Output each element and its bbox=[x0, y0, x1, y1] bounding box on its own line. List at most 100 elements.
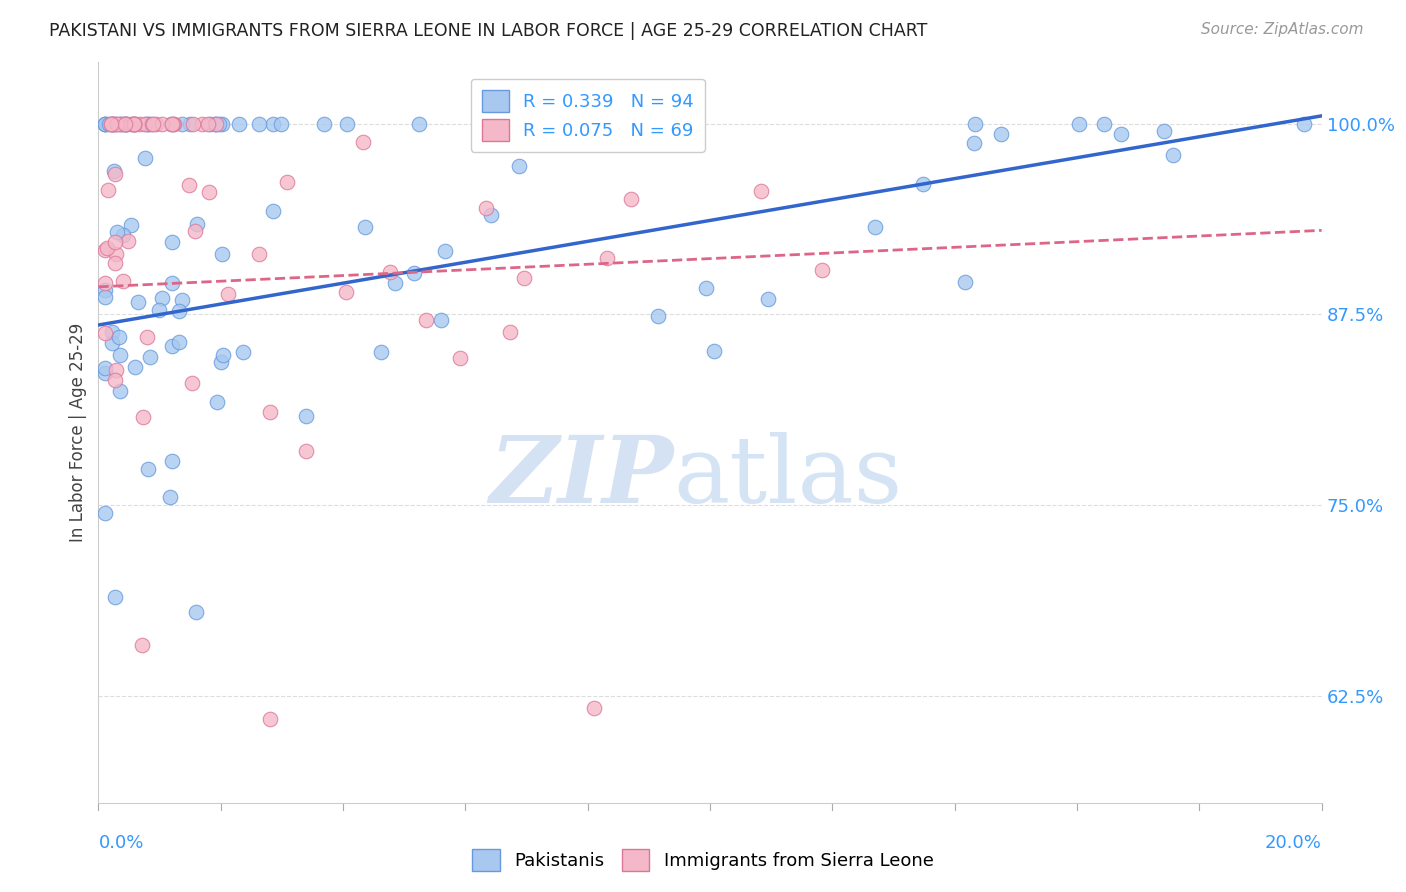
Point bbox=[167, 303, 190, 318]
Point bbox=[167, 334, 190, 349]
Point bbox=[104, 167, 127, 181]
Point bbox=[508, 159, 530, 173]
Point bbox=[513, 271, 536, 285]
Point bbox=[209, 355, 232, 369]
Point bbox=[111, 116, 134, 130]
Point bbox=[112, 227, 135, 242]
Point bbox=[295, 409, 318, 423]
Point bbox=[115, 116, 138, 130]
Point bbox=[100, 116, 122, 130]
Point bbox=[104, 235, 127, 249]
Point bbox=[136, 462, 159, 476]
Point bbox=[191, 116, 214, 130]
Point bbox=[295, 444, 318, 458]
Point bbox=[93, 116, 115, 130]
Y-axis label: In Labor Force | Age 25-29: In Labor Force | Age 25-29 bbox=[69, 323, 87, 542]
Point bbox=[136, 116, 159, 130]
Point bbox=[475, 202, 498, 216]
Point bbox=[121, 116, 143, 130]
Point bbox=[131, 639, 153, 653]
Point bbox=[186, 217, 208, 231]
Point bbox=[101, 325, 124, 339]
Point bbox=[148, 302, 170, 317]
Point bbox=[124, 116, 146, 130]
Point bbox=[162, 116, 184, 130]
Point bbox=[434, 244, 457, 259]
Point bbox=[262, 116, 284, 130]
Point bbox=[354, 220, 377, 235]
Point bbox=[620, 192, 643, 206]
Point bbox=[228, 116, 250, 130]
Point bbox=[160, 116, 183, 130]
Point bbox=[108, 348, 131, 362]
Point bbox=[104, 374, 127, 388]
Point bbox=[108, 330, 131, 344]
Point bbox=[160, 116, 183, 130]
Point bbox=[96, 241, 118, 255]
Point bbox=[336, 116, 359, 130]
Point bbox=[180, 376, 202, 390]
Point bbox=[127, 294, 149, 309]
Point bbox=[449, 351, 471, 365]
Point bbox=[170, 116, 193, 130]
Point bbox=[953, 275, 976, 289]
Point bbox=[647, 309, 669, 323]
Point bbox=[263, 204, 285, 219]
Point bbox=[104, 255, 127, 269]
Point bbox=[162, 235, 184, 249]
Point bbox=[129, 116, 152, 130]
Point bbox=[101, 116, 124, 130]
Point bbox=[159, 491, 181, 505]
Point bbox=[117, 234, 139, 248]
Point bbox=[911, 177, 934, 191]
Point bbox=[963, 116, 986, 130]
Point bbox=[138, 116, 160, 130]
Point bbox=[114, 116, 136, 130]
Point bbox=[184, 605, 207, 619]
Point bbox=[205, 116, 228, 130]
Point bbox=[481, 208, 503, 222]
Point bbox=[384, 276, 406, 290]
Point bbox=[98, 116, 121, 130]
Point bbox=[124, 360, 146, 375]
Point bbox=[108, 116, 131, 130]
Point bbox=[205, 116, 228, 130]
Point bbox=[276, 175, 298, 189]
Point bbox=[100, 116, 122, 130]
Point bbox=[259, 405, 281, 419]
Point bbox=[499, 326, 522, 340]
Point bbox=[695, 281, 717, 295]
Point bbox=[160, 277, 183, 291]
Point bbox=[184, 224, 207, 238]
Point bbox=[200, 116, 222, 130]
Point bbox=[247, 116, 270, 130]
Point bbox=[863, 219, 886, 234]
Point bbox=[402, 266, 425, 280]
Point bbox=[370, 344, 392, 359]
Point bbox=[181, 116, 204, 130]
Point bbox=[108, 116, 131, 130]
Point bbox=[134, 116, 156, 130]
Point bbox=[582, 701, 605, 715]
Point bbox=[105, 116, 128, 130]
Text: Source: ZipAtlas.com: Source: ZipAtlas.com bbox=[1201, 22, 1364, 37]
Point bbox=[429, 313, 451, 327]
Text: 0.0%: 0.0% bbox=[98, 834, 143, 852]
Point bbox=[104, 116, 127, 130]
Point bbox=[990, 127, 1012, 141]
Point bbox=[198, 186, 221, 200]
Point bbox=[93, 283, 115, 297]
Point bbox=[112, 116, 135, 130]
Point bbox=[142, 116, 165, 130]
Point bbox=[150, 116, 173, 130]
Point bbox=[378, 265, 401, 279]
Point bbox=[270, 116, 292, 130]
Point bbox=[963, 136, 986, 150]
Point bbox=[1161, 148, 1184, 162]
Point bbox=[1092, 116, 1115, 130]
Point bbox=[703, 344, 725, 359]
Text: ZIP: ZIP bbox=[489, 432, 673, 522]
Point bbox=[122, 116, 145, 130]
Point bbox=[93, 506, 115, 520]
Point bbox=[136, 330, 159, 344]
